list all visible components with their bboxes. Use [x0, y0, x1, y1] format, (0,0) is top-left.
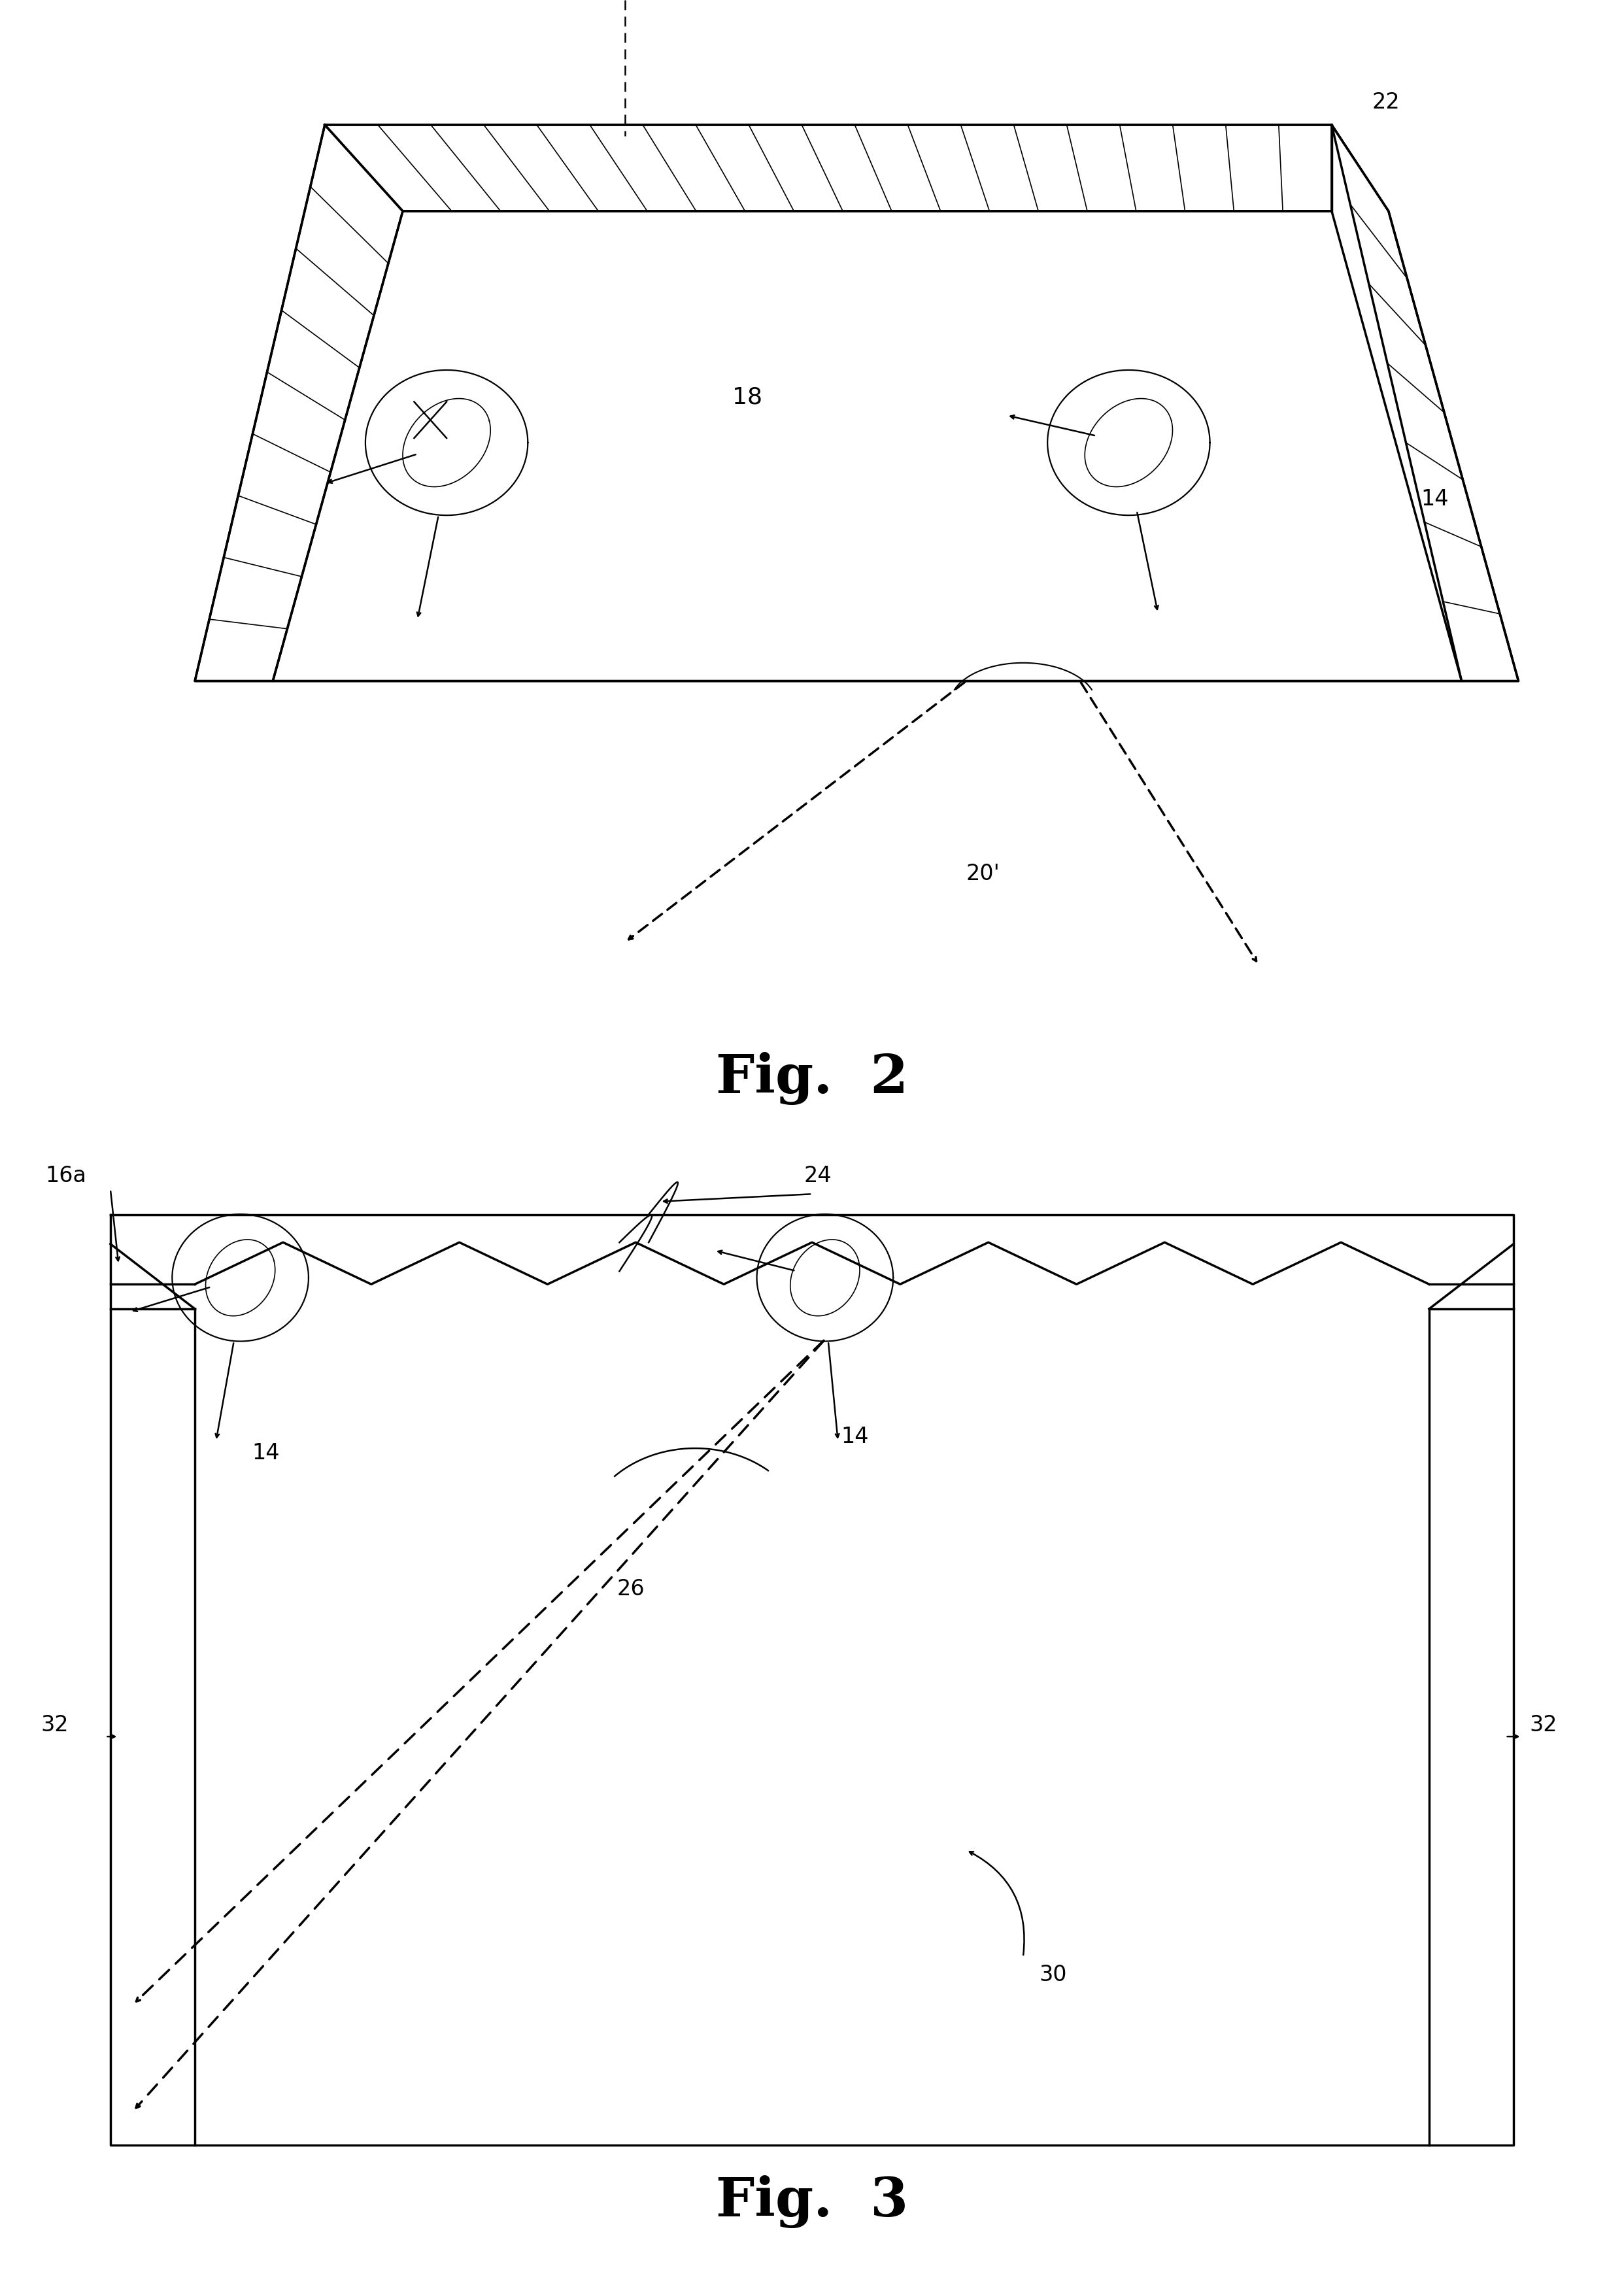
- Text: Fig.  3: Fig. 3: [716, 2175, 908, 2229]
- Text: 32: 32: [41, 1714, 68, 1737]
- Text: 14: 14: [1421, 488, 1449, 511]
- Text: 32: 32: [1530, 1714, 1557, 1737]
- Polygon shape: [273, 211, 1462, 681]
- Text: 30: 30: [1039, 1964, 1067, 1986]
- Text: 22: 22: [1372, 91, 1400, 113]
- Text: 26: 26: [617, 1578, 645, 1600]
- Polygon shape: [195, 125, 1518, 681]
- Text: 18: 18: [732, 386, 762, 409]
- Text: Fig.  2: Fig. 2: [716, 1051, 908, 1105]
- Text: 14: 14: [841, 1426, 869, 1448]
- Polygon shape: [325, 125, 1332, 211]
- Polygon shape: [1332, 125, 1518, 681]
- Text: 14: 14: [252, 1441, 279, 1464]
- Text: 20': 20': [966, 863, 1000, 885]
- Polygon shape: [195, 125, 403, 681]
- Text: 24: 24: [804, 1165, 831, 1187]
- Text: 16a: 16a: [45, 1165, 86, 1187]
